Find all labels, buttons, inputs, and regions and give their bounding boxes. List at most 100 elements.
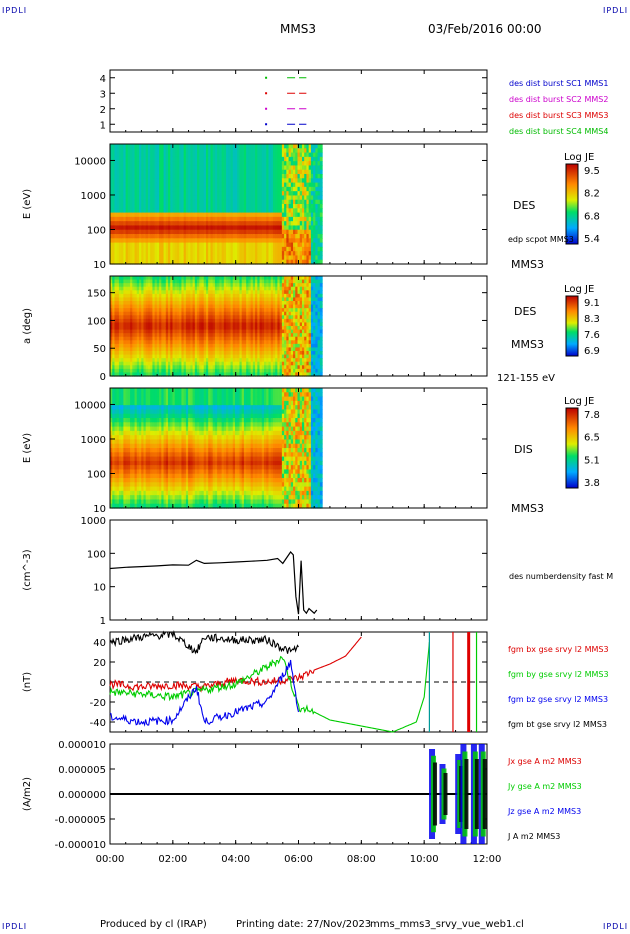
- heatmap-cell: [165, 340, 169, 345]
- heatmap-cell: [277, 347, 281, 352]
- heatmap-cell: [248, 301, 252, 306]
- heatmap-cell: [112, 322, 116, 327]
- heatmap-cell: [243, 333, 247, 338]
- heatmap-cell: [112, 283, 116, 288]
- heatmap-cell: [205, 221, 209, 227]
- heatmap-cell: [203, 191, 207, 197]
- heatmap-cell: [308, 221, 312, 227]
- heatmap-cell: [317, 234, 321, 239]
- heatmap-cell: [284, 174, 287, 179]
- heatmap-cell: [121, 255, 124, 261]
- heatmap-cell: [143, 354, 147, 359]
- heatmap-cell: [226, 326, 229, 331]
- heatmap-cell: [125, 361, 129, 366]
- heatmap-cell: [112, 208, 116, 214]
- heatmap-cell: [176, 221, 180, 227]
- heatmap-cell: [136, 204, 140, 209]
- heatmap-cell: [212, 297, 216, 302]
- heatmap-cell: [293, 242, 296, 248]
- heatmap-cell: [205, 208, 209, 214]
- heatmap-cell: [319, 156, 323, 162]
- heatmap-cell: [219, 191, 223, 197]
- heatmap-cell: [203, 152, 207, 158]
- heatmap-cell: [268, 246, 272, 252]
- heatmap-cell: [246, 283, 249, 288]
- heatmap-cell: [141, 297, 145, 302]
- heatmap-cell: [226, 340, 229, 345]
- heatmap-cell: [152, 212, 156, 218]
- heatmap-cell: [226, 315, 229, 320]
- heatmap-cell: [112, 329, 116, 334]
- heatmap-cell: [145, 286, 149, 291]
- heatmap-cell: [281, 186, 285, 192]
- heatmap-cell: [221, 208, 225, 214]
- heatmap-cell: [252, 368, 256, 374]
- heatmap-cell: [277, 234, 281, 239]
- heatmap-cell: [176, 199, 180, 205]
- heatmap-cell: [261, 372, 265, 377]
- heatmap-cell: [174, 333, 178, 338]
- heatmap-cell: [163, 208, 167, 214]
- heatmap-cell: [125, 234, 129, 239]
- heatmap-cell: [127, 152, 131, 158]
- heatmap-cell: [121, 238, 124, 244]
- heatmap-cell: [174, 174, 178, 179]
- heatmap-cell: [139, 246, 142, 252]
- heatmap-cell: [150, 318, 154, 324]
- heatmap-cell: [259, 165, 263, 171]
- heatmap-cell: [123, 329, 127, 334]
- heatmap-cell: [116, 212, 120, 218]
- heatmap-cell: [163, 191, 167, 197]
- heatmap-cell: [125, 152, 129, 158]
- heatmap-cell: [152, 326, 156, 331]
- heatmap-cell: [188, 293, 191, 299]
- heatmap-cell: [152, 283, 156, 288]
- heatmap-cell: [246, 169, 249, 175]
- heatmap-cell: [185, 301, 189, 306]
- heatmap-cell: [116, 195, 120, 201]
- heatmap-cell: [197, 279, 200, 284]
- heatmap-cell: [125, 318, 129, 324]
- heatmap-cell: [293, 186, 296, 192]
- heatmap-cell: [272, 372, 276, 377]
- heatmap-cell: [147, 286, 151, 291]
- heatmap-cell: [219, 169, 223, 175]
- heatmap-cell: [317, 208, 321, 214]
- heatmap-cell: [230, 308, 234, 313]
- heatmap-cell: [199, 204, 203, 209]
- heatmap-cell: [277, 238, 281, 244]
- heatmap-cell: [208, 290, 212, 295]
- heatmap-cell: [210, 161, 214, 167]
- heatmap-cell: [114, 304, 118, 309]
- heatmap-cell: [136, 333, 140, 338]
- heatmap-cell: [194, 161, 198, 167]
- heatmap-cell: [266, 186, 270, 192]
- heatmap-cell: [217, 208, 220, 214]
- heatmap-cell: [264, 204, 267, 209]
- heatmap-cell: [301, 229, 305, 235]
- heatmap-cell: [286, 195, 290, 201]
- heatmap-cell: [127, 318, 131, 324]
- heatmap-cell: [192, 351, 196, 356]
- heatmap-cell: [219, 234, 223, 239]
- heatmap-cell: [143, 186, 147, 192]
- heatmap-cell: [130, 242, 133, 248]
- heatmap-cell: [201, 186, 205, 192]
- heatmap-cell: [217, 347, 220, 352]
- heatmap-cell: [306, 242, 310, 248]
- heatmap-cell: [272, 221, 276, 227]
- heatmap-cell: [156, 308, 160, 313]
- heatmap-cell: [257, 318, 261, 324]
- heatmap-cell: [159, 301, 162, 306]
- heatmap-cell: [250, 326, 254, 331]
- heatmap-cell: [132, 347, 136, 352]
- heatmap-cell: [165, 318, 169, 324]
- heatmap-cell: [221, 304, 225, 309]
- heatmap-cell: [217, 212, 220, 218]
- heatmap-cell: [230, 165, 234, 171]
- heatmap-cell: [281, 326, 285, 331]
- heatmap-cell: [165, 290, 169, 295]
- heatmap-cell: [114, 326, 118, 331]
- heatmap-cell: [295, 191, 299, 197]
- heatmap-cell: [275, 216, 279, 222]
